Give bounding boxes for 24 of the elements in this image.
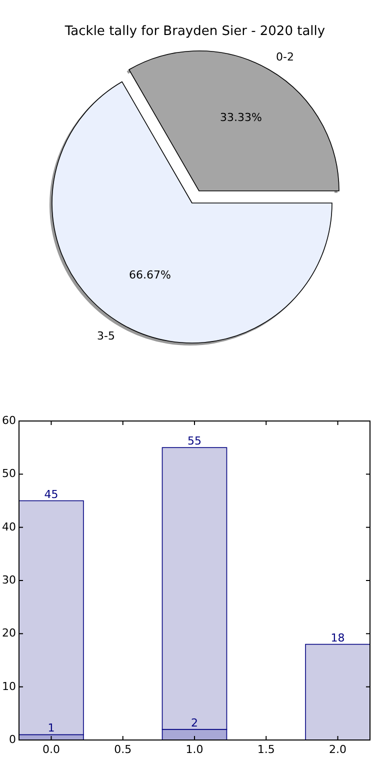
x-tick-label: 0.0 <box>42 743 60 756</box>
data-label: 66.67% <box>129 268 171 282</box>
x-tick-label: 0.5 <box>114 743 132 756</box>
x-tick-label: 1.0 <box>186 743 204 756</box>
y-tick-label: 50 <box>2 467 16 480</box>
y-tick-label: 30 <box>2 574 16 587</box>
total-label: 18 <box>330 631 345 644</box>
data-label: 1 <box>48 722 55 735</box>
x-tick-label: 1.5 <box>257 743 275 756</box>
slice-label: 3-5 <box>97 329 115 342</box>
data-label: 2 <box>191 716 198 730</box>
x-tick-label: 2.0 <box>329 743 347 756</box>
y-tick-label: 0 <box>9 733 16 746</box>
y-tick-label: 60 <box>2 414 16 428</box>
y-tick-label: 10 <box>2 680 16 693</box>
total-label: 45 <box>44 488 58 501</box>
total-label: 55 <box>188 434 202 448</box>
chart-title: Tackle tally for Brayden Sier - 2020 tally <box>64 24 326 39</box>
y-tick-label: 40 <box>2 520 16 534</box>
bar <box>19 500 84 736</box>
slice-label: 0-2 <box>276 50 294 64</box>
y-tick-label: 20 <box>2 626 16 640</box>
data-label: 33.33% <box>220 111 262 124</box>
bar <box>305 644 370 740</box>
